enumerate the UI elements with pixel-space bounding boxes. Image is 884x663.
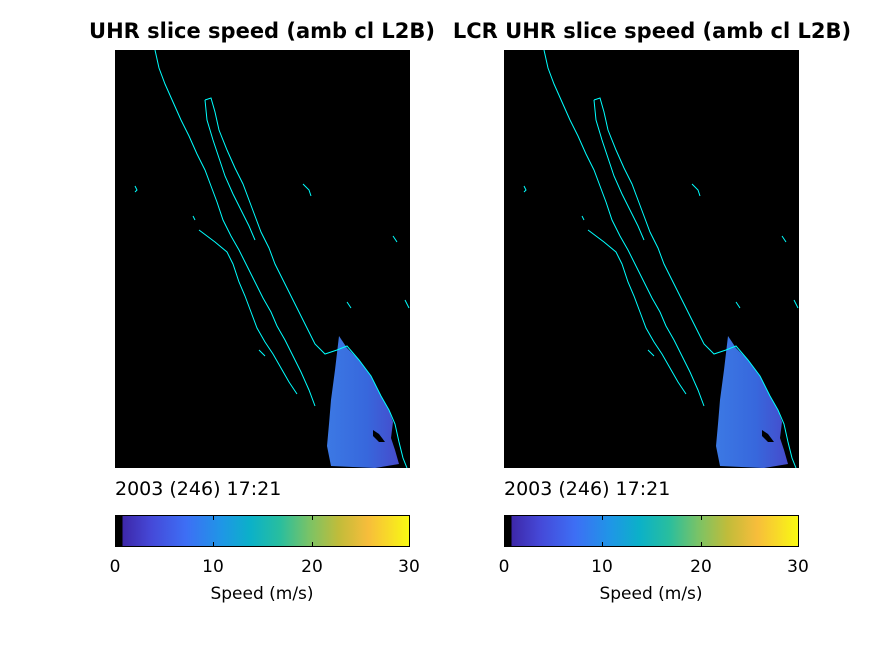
colorbar-tick-label: 30 [398,557,420,577]
timestamp-label: 2003 (246) 17:21 [115,478,282,500]
colorbar-tick-20-bottom [312,542,313,547]
wind-speed-swath [716,336,788,468]
colorbar-tick-label: 30 [787,557,809,577]
colorbar-tick-30 [409,515,410,520]
colorbar-tick-10-bottom [602,542,603,547]
map-svg [523,50,799,468]
swath-inland-hole [373,430,385,442]
swath-inland-hole [762,430,774,442]
colorbar-tick-20 [312,515,313,520]
coastline [134,50,410,468]
colorbar-tick-30-bottom [409,542,410,547]
colorbar [504,515,799,547]
colorbar-tick-label: 10 [591,557,613,577]
coastline [523,50,799,468]
speed-map [504,50,799,468]
right-panel: LCR UHR slice speed (amb cl L2B) [0,0,851,663]
colorbar-tick-10-bottom [213,542,214,547]
colorbar-tick-label: 10 [202,557,224,577]
colorbar-tick-0 [115,515,116,520]
colorbar-tick-10 [213,515,214,520]
colorbar-tick-20-bottom [701,542,702,547]
speed-map [115,50,410,468]
colorbar-tick-0-bottom [115,542,116,547]
colorbar-tick-label: 20 [690,557,712,577]
panel-title: UHR slice speed (amb cl L2B) [89,19,435,43]
timestamp-label: 2003 (246) 17:21 [504,478,671,500]
colorbar-label: Speed (m/s) [599,584,703,604]
colorbar-label: Speed (m/s) [210,584,314,604]
colorbar-tick-0-bottom [504,542,505,547]
colorbar-tick-label: 0 [109,557,121,577]
colorbar-tick-20 [701,515,702,520]
left-panel: UHR slice speed (amb cl L2B) [0,0,435,663]
colorbar-tick-label: 0 [498,557,510,577]
colorbar-tick-0 [504,515,505,520]
colorbar-tick-10 [602,515,603,520]
colorbar-tick-30-bottom [798,542,799,547]
map-svg [134,50,410,468]
colorbar-tick-30 [798,515,799,520]
wind-speed-swath [327,336,399,468]
colorbar [115,515,410,547]
panel-title: LCR UHR slice speed (amb cl L2B) [452,19,852,43]
colorbar-tick-label: 20 [301,557,323,577]
